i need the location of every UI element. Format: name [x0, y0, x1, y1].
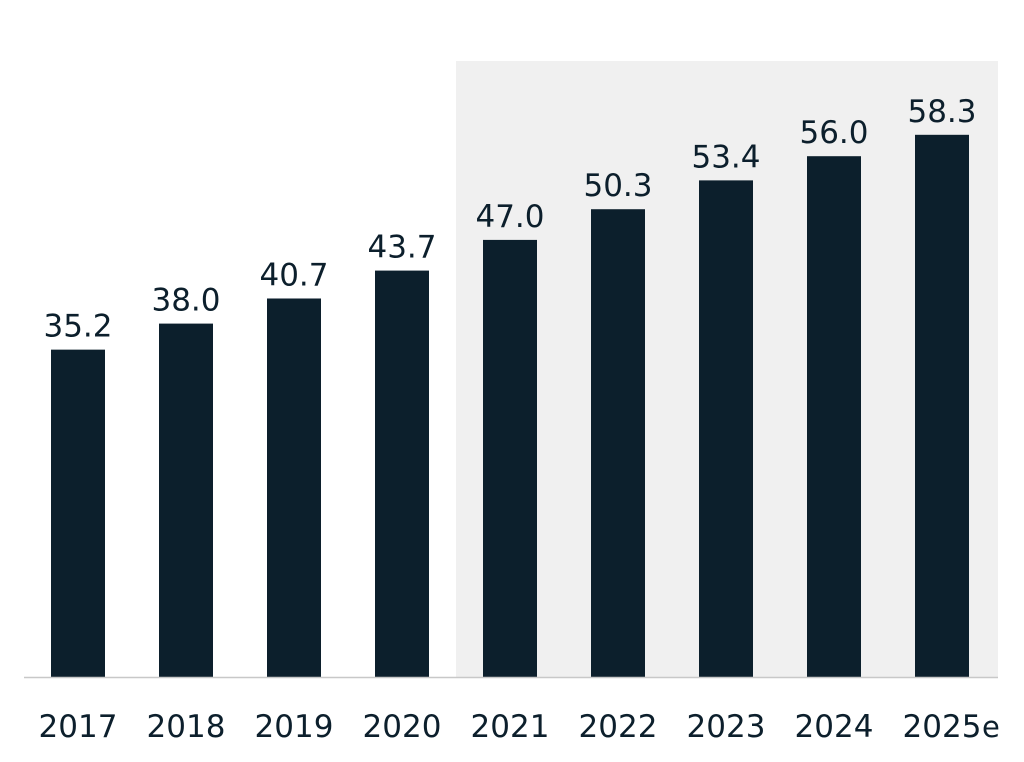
x-tick-label-2025: 2025 [903, 709, 982, 745]
estimate-marker: e [982, 710, 1000, 744]
value-labels-layer: 35.2 38.0 40.7 43.7 47.0 50.3 53.4 56.0 58.3 [43, 94, 976, 345]
x-tick-label-2020: 2020 [363, 709, 442, 745]
bar-2024 [807, 156, 861, 677]
value-label-2019: 40.7 [259, 257, 328, 293]
value-label-2022: 50.3 [583, 168, 652, 204]
x-tick-label-2024: 2024 [795, 709, 874, 745]
value-label-2020: 43.7 [367, 230, 436, 266]
x-tick-label-2019: 2019 [255, 709, 334, 745]
x-tick-label-2022: 2022 [579, 709, 658, 745]
bar-2019 [267, 298, 321, 677]
bar-2023 [699, 180, 753, 677]
bar-2022 [591, 209, 645, 677]
value-label-2025: 58.3 [907, 94, 976, 130]
bar-2021 [483, 239, 537, 677]
x-tick-label-2021: 2021 [471, 709, 550, 745]
value-label-2018: 38.0 [151, 283, 220, 319]
value-label-2017: 35.2 [43, 309, 112, 345]
x-tick-label-2023: 2023 [687, 709, 766, 745]
bar-2018 [159, 323, 213, 677]
x-tick-label-2018: 2018 [147, 709, 226, 745]
value-label-2023: 53.4 [691, 139, 760, 175]
x-tick-labels-layer: 2017 2018 2019 2020 2021 2022 2023 2024 2025 [39, 709, 982, 745]
value-label-2024: 56.0 [799, 115, 868, 151]
bar-2025 [915, 134, 969, 677]
bars-layer [51, 134, 969, 677]
bar-2017 [51, 349, 105, 677]
x-tick-label-2017: 2017 [39, 709, 118, 745]
bar-2020 [375, 270, 429, 677]
value-label-2021: 47.0 [475, 199, 544, 235]
